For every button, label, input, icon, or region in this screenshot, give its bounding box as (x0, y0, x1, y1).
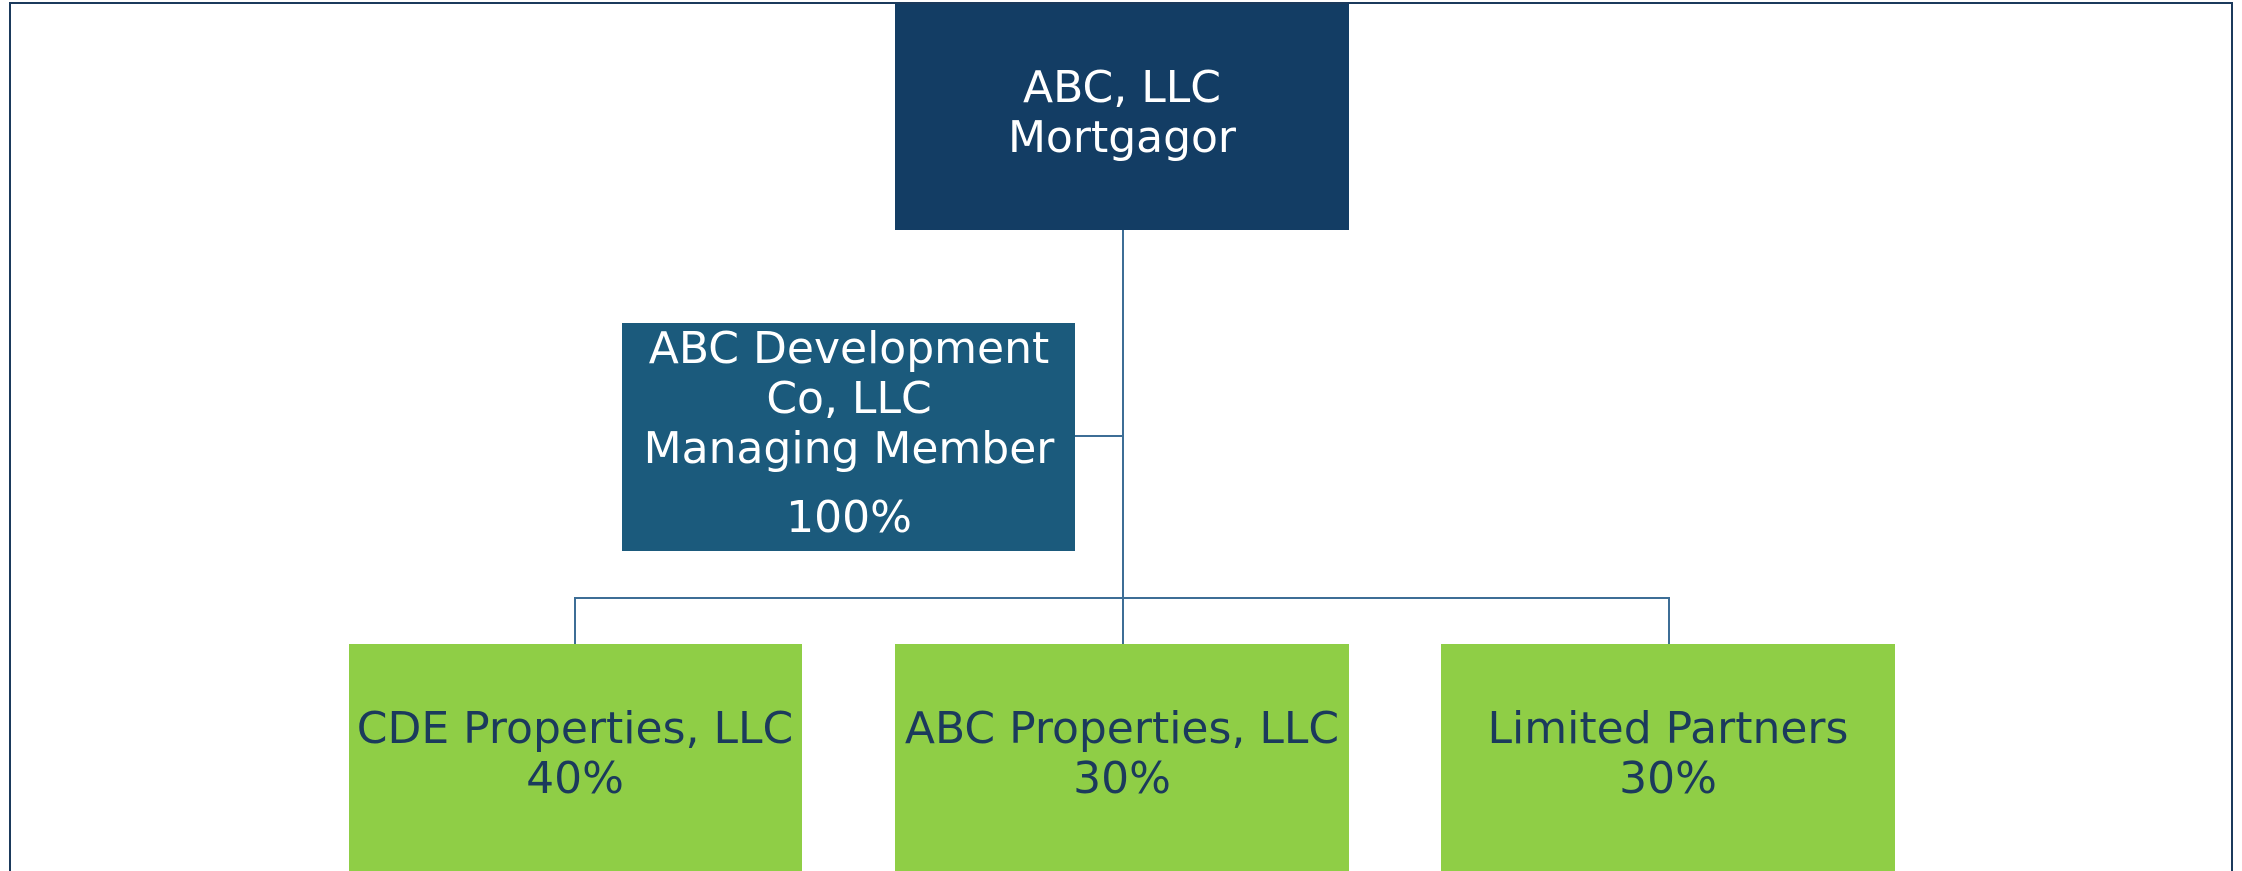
node-label: CDE Properties, LLC (357, 703, 793, 754)
bus-line (574, 597, 1670, 644)
mortgagor-box (895, 4, 1349, 230)
node-label: ABC, LLC (1023, 62, 1221, 113)
managing-member-box (622, 323, 1075, 551)
member-box (895, 644, 1349, 871)
connectors (574, 230, 1670, 644)
node-label: Mortgagor (1008, 112, 1237, 163)
node-label: 40% (526, 753, 624, 804)
member-box (1441, 644, 1895, 871)
node-label: 100% (786, 492, 912, 543)
node-label: ABC Development (649, 323, 1049, 374)
node-label: Limited Partners (1488, 703, 1849, 754)
node-label: 30% (1073, 753, 1171, 804)
node-label: Managing Member (644, 423, 1056, 474)
frame (9, 2, 2233, 871)
member-box (349, 644, 802, 871)
node-label: ABC Properties, LLC (905, 703, 1339, 754)
node-label: Co, LLC (766, 373, 931, 424)
node-label: 30% (1619, 753, 1717, 804)
